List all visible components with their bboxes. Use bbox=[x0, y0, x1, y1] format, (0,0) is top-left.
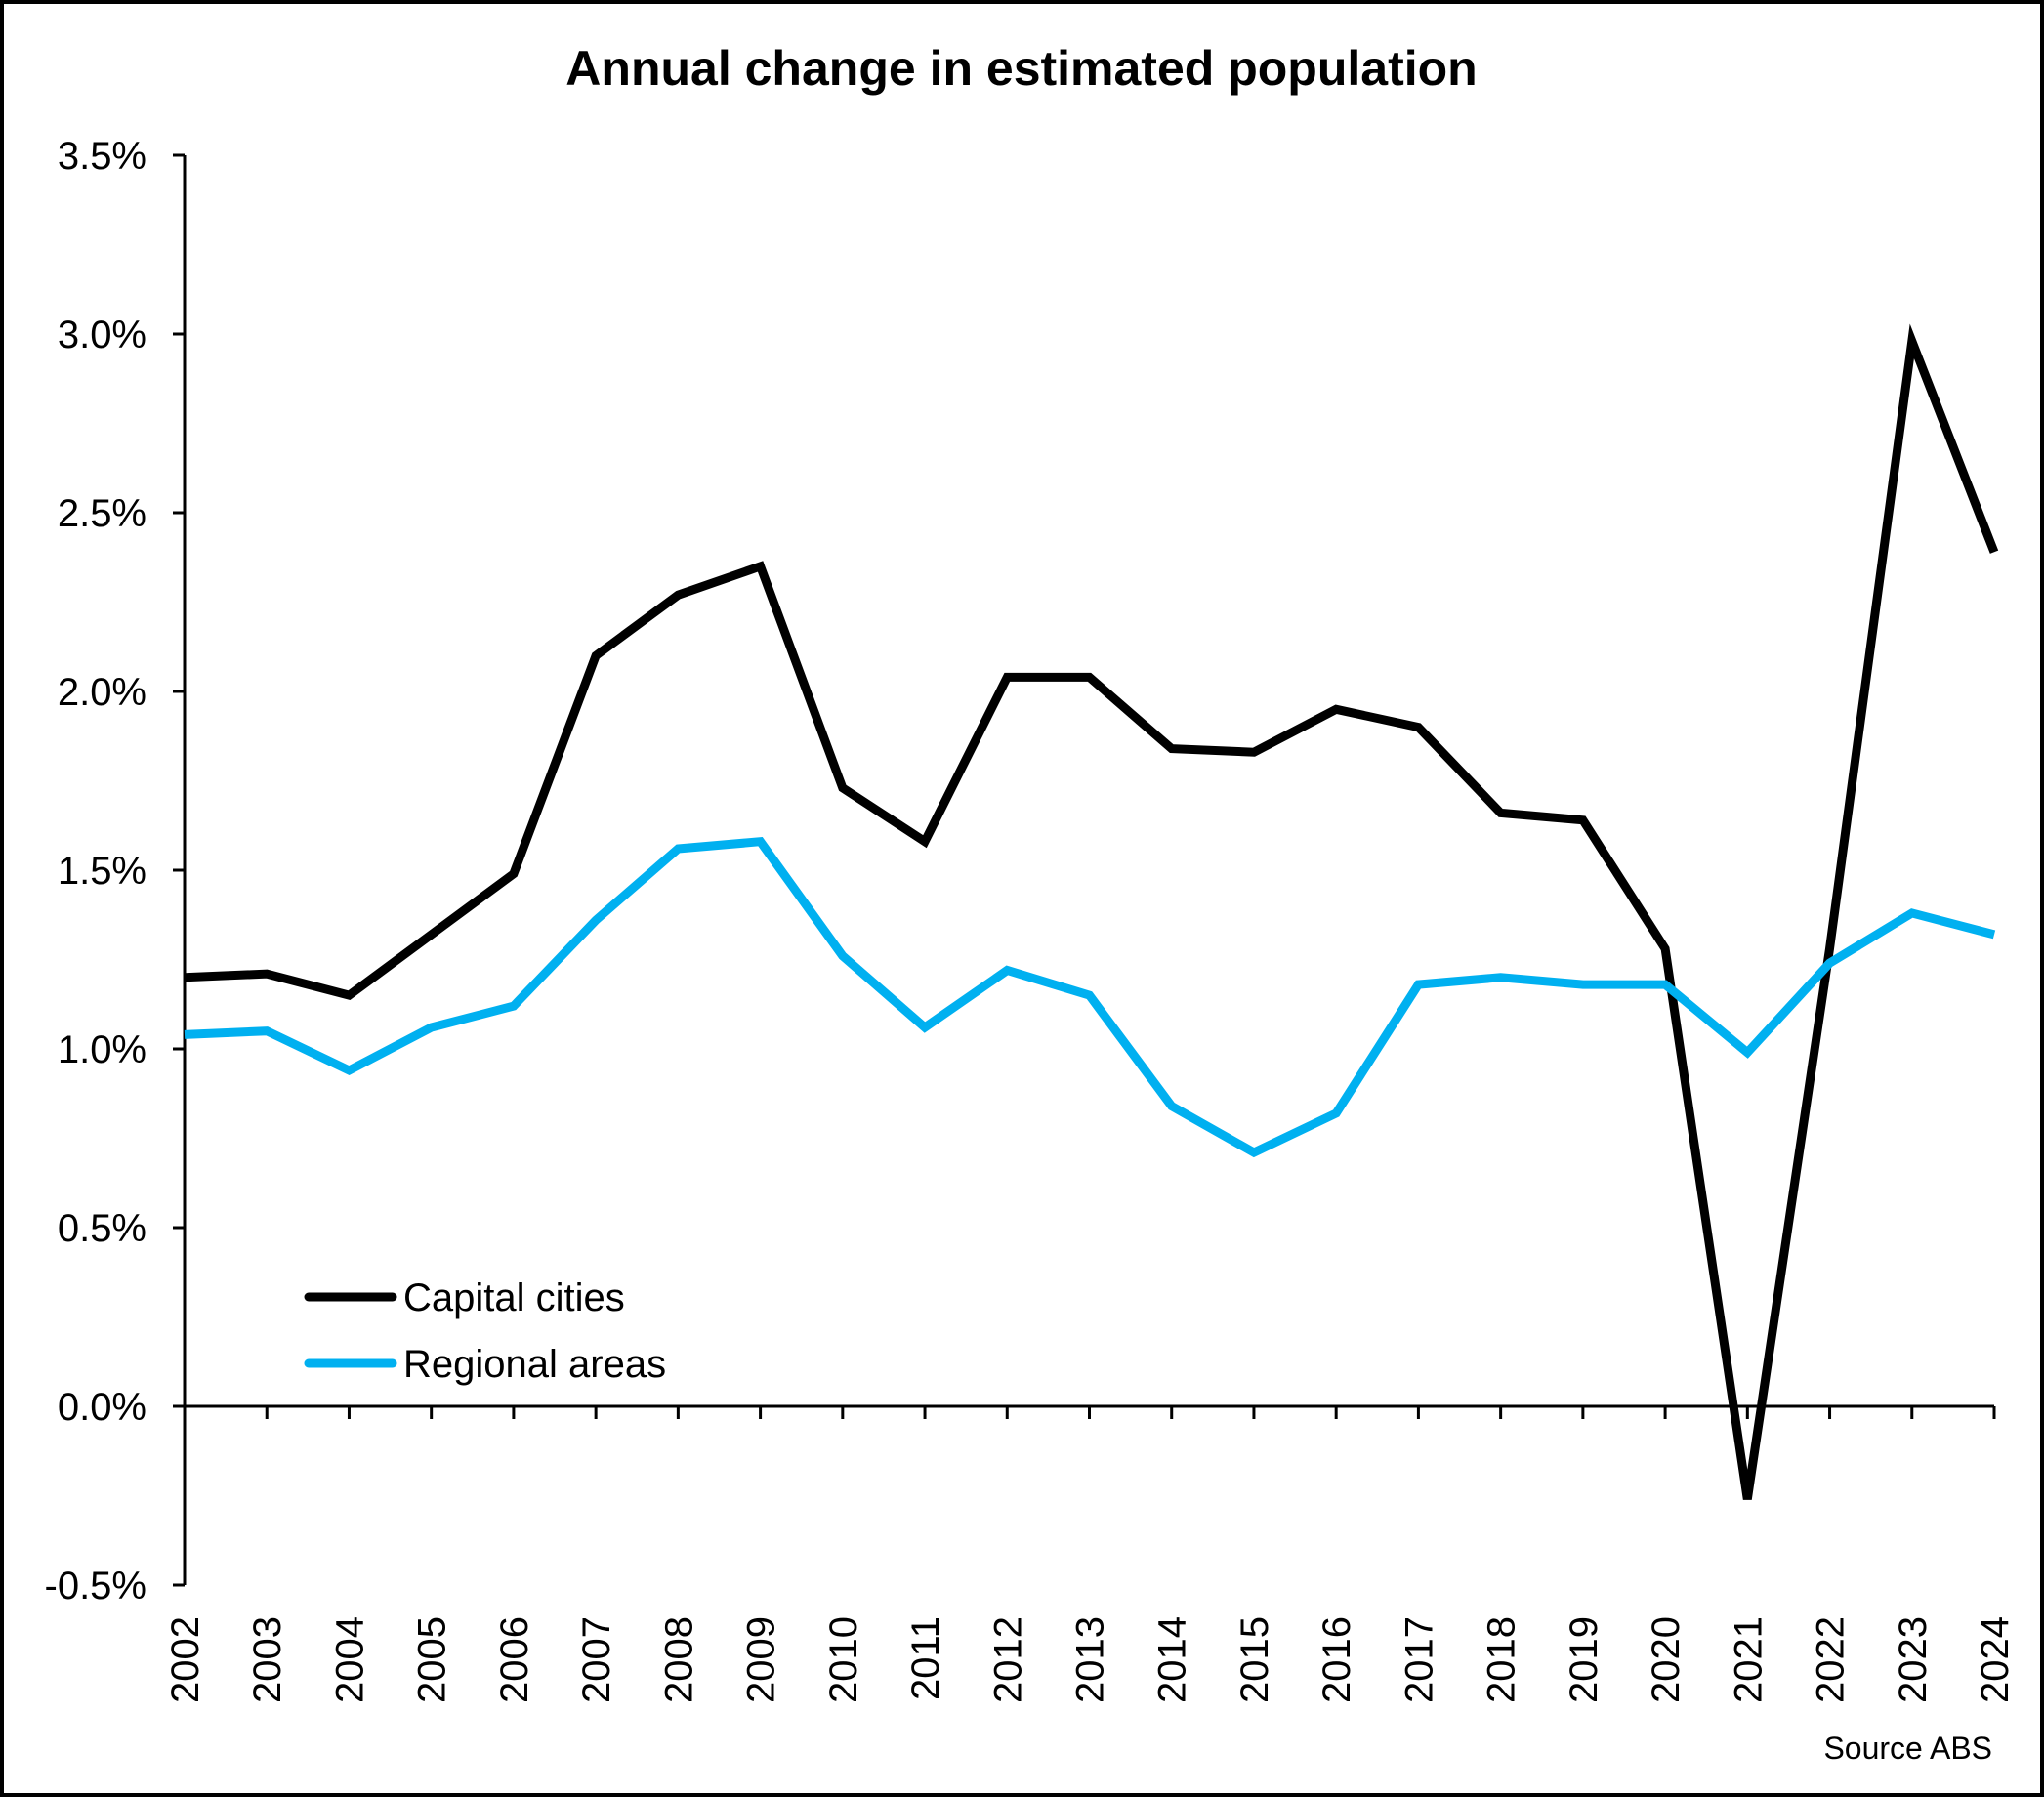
axes: -0.5% 0.0% 0.5% 1.0% 1.5% 2.0% 2.5% 3.0% 3.5% 200… bbox=[45, 135, 2018, 1703]
x-tick-label: 2019 bbox=[1563, 1616, 1606, 1703]
y-tick-label: 0.5% bbox=[58, 1207, 146, 1250]
x-tick-label: 2003 bbox=[246, 1616, 289, 1703]
y-tick-label: 0.0% bbox=[58, 1386, 146, 1429]
y-tick-label: -0.5% bbox=[45, 1565, 147, 1608]
x-tick-label: 2014 bbox=[1151, 1616, 1194, 1703]
x-tick-label: 2004 bbox=[328, 1616, 371, 1703]
x-tick-label: 2021 bbox=[1727, 1616, 1770, 1703]
x-tick-label: 2013 bbox=[1069, 1616, 1112, 1703]
source-note: Source ABS bbox=[1823, 1731, 1992, 1766]
series-line-capital-cities bbox=[184, 323, 1999, 1500]
legend-label: Capital cities bbox=[403, 1276, 625, 1319]
series-line-regional-areas bbox=[184, 836, 1996, 1158]
y-tick-label: 2.5% bbox=[58, 492, 146, 535]
y-tick-label: 3.0% bbox=[58, 313, 146, 356]
x-tick-label: 2024 bbox=[1974, 1616, 2017, 1703]
x-tick-label: 2012 bbox=[986, 1616, 1029, 1703]
x-tick-label: 2009 bbox=[740, 1616, 783, 1703]
x-tick-label: 2018 bbox=[1481, 1616, 1523, 1703]
series-layer bbox=[184, 323, 1999, 1500]
legend-label: Regional areas bbox=[403, 1343, 666, 1386]
x-tick-label: 2006 bbox=[493, 1616, 536, 1703]
x-tick-label: 2005 bbox=[411, 1616, 454, 1703]
x-tick-label: 2023 bbox=[1892, 1616, 1935, 1703]
y-tick-label: 1.0% bbox=[58, 1028, 146, 1071]
x-tick-label: 2010 bbox=[822, 1616, 865, 1703]
x-tick-label: 2017 bbox=[1397, 1616, 1440, 1703]
x-tick-label: 2008 bbox=[657, 1616, 700, 1703]
x-tick-label: 2002 bbox=[164, 1616, 207, 1703]
y-tick-label: 1.5% bbox=[58, 850, 146, 893]
y-tick-label: 3.5% bbox=[58, 135, 146, 178]
chart-title: Annual change in estimated population bbox=[565, 41, 1477, 96]
x-tick-label: 2007 bbox=[575, 1616, 618, 1703]
x-tick-label: 2011 bbox=[904, 1616, 947, 1700]
x-tick-label: 2016 bbox=[1315, 1616, 1358, 1703]
x-tick-label: 2022 bbox=[1810, 1616, 1853, 1703]
legend: Capital cities Regional areas bbox=[304, 1276, 666, 1386]
x-tick-label: 2015 bbox=[1233, 1616, 1276, 1703]
y-tick-label: 2.0% bbox=[58, 671, 146, 714]
x-tick-label: 2020 bbox=[1645, 1616, 1688, 1703]
